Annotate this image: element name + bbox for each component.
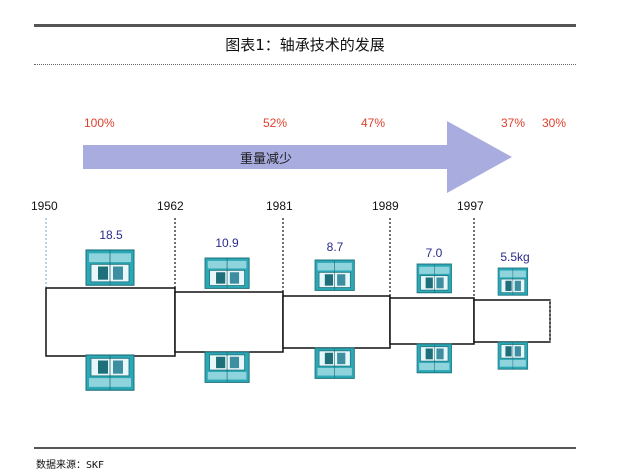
bearing-icon-1962-top [204, 257, 250, 289]
shaft-segment-1981 [282, 295, 391, 349]
bottom-rule [34, 447, 576, 449]
bearing-icon-1981-top [314, 259, 355, 291]
shaft-segment-1989 [389, 297, 475, 345]
bearing-icon-1989-top [416, 263, 453, 294]
bearing-icon-1962-bottom [204, 351, 250, 383]
year-label-1962: 1962 [157, 199, 184, 213]
weight-label-1950: 18.5 [99, 228, 123, 242]
percent-label-1989: 37% [501, 116, 526, 130]
title-divider [34, 64, 576, 65]
bearing-icon-1950-bottom [85, 354, 135, 391]
weight-label-1981: 8.7 [326, 240, 344, 254]
weight-label-1989: 7.0 [425, 246, 443, 260]
bearing-icon-1997-top [497, 267, 529, 296]
shaft-segment-1962 [174, 291, 284, 353]
weight-reduction-arrow [83, 121, 512, 193]
shaft-segment-1950 [45, 287, 176, 357]
percent-label-1997: 30% [542, 116, 567, 130]
bearing-icon-1997-bottom [497, 341, 529, 370]
year-label-1997: 1997 [457, 199, 484, 213]
arrow-label: 重量减少 [240, 151, 292, 167]
percent-label-1962: 52% [263, 116, 288, 130]
percent-label-1981: 47% [361, 116, 386, 130]
percent-label-1950: 100% [84, 116, 115, 130]
top-rule [34, 24, 576, 27]
weight-label-1962: 10.9 [215, 236, 239, 250]
year-label-1981: 1981 [266, 199, 293, 213]
year-label-1989: 1989 [372, 199, 399, 213]
bearing-icon-1989-bottom [416, 343, 453, 374]
figure-title: 图表1：轴承技术的发展 [225, 36, 385, 54]
source-note: 数据来源：SKF [36, 460, 105, 471]
year-label-1950: 1950 [31, 199, 58, 213]
weight-label-1997: 5.5kg [500, 250, 530, 264]
bearing-icon-1950-top [85, 249, 135, 286]
shaft-segment-1997 [473, 299, 551, 343]
bearing-icon-1981-bottom [314, 347, 355, 379]
